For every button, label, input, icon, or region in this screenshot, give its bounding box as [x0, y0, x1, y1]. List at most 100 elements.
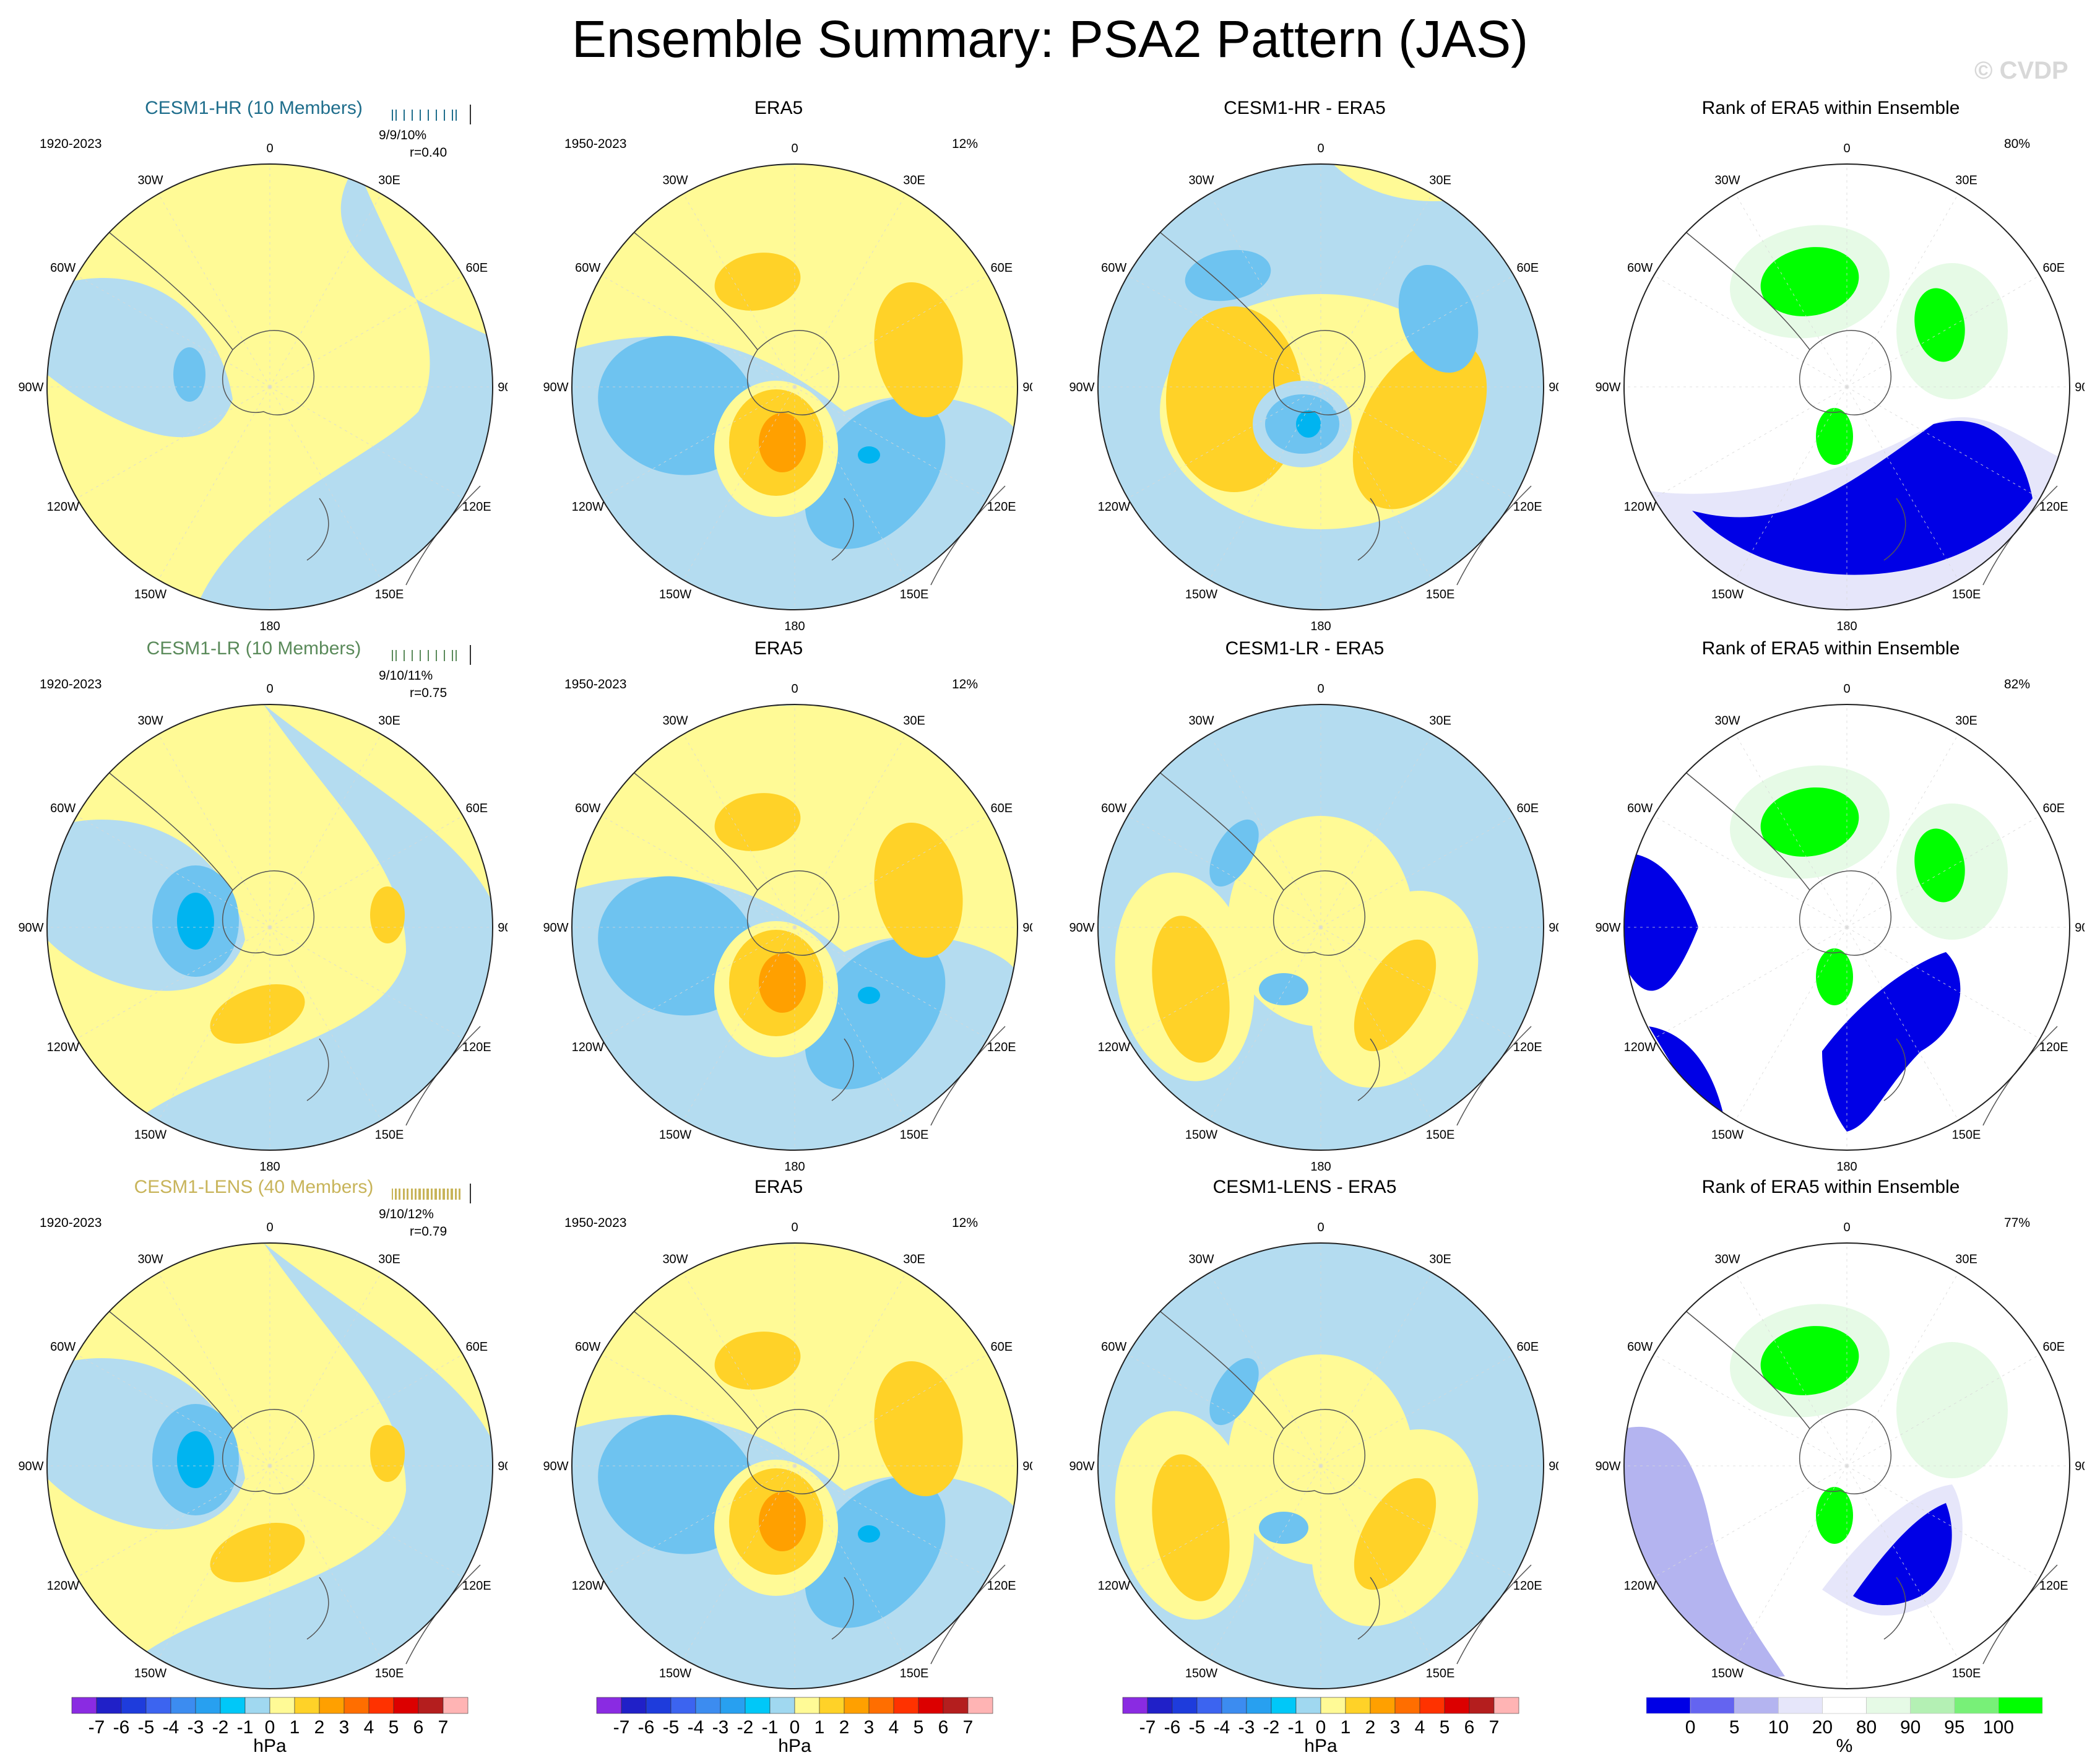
field-negative-core: [858, 446, 880, 464]
lon-label: 0: [266, 1221, 273, 1234]
ensemble-stats: 9/10/12%: [379, 1207, 434, 1221]
antarctica-outline: [222, 870, 315, 956]
lon-label: 90E: [498, 921, 508, 935]
lon-label: 150W: [134, 587, 166, 601]
panel-era5-row2: ERA5 1950-2023 12% 0 30E 60E 90E 120E 150E 180 150…: [525, 636, 1032, 1174]
lon-label: 120E: [462, 500, 491, 514]
lon-label: 150E: [900, 587, 929, 601]
lon-label: 120E: [987, 500, 1016, 514]
map-boundary: [571, 1242, 1018, 1689]
member-tick-strip: [392, 105, 471, 124]
lon-label: 90W: [1069, 921, 1094, 935]
lon-label: 90E: [1549, 921, 1558, 935]
coastline: [1159, 232, 1284, 350]
lon-label: 30W: [1188, 1253, 1214, 1267]
lon-label: 30E: [1955, 714, 1977, 728]
rank-max-region: [1816, 408, 1853, 465]
rank-min-region: [1624, 853, 1698, 991]
lon-label: 60W: [575, 1340, 600, 1354]
lon-label: 60E: [2042, 1340, 2065, 1354]
field-negative-mid: [1398, 264, 1479, 373]
meridian-line: [269, 386, 382, 580]
panel-era5-row1: ERA5 1950-2023 12% 0 30E 60E 90E 120E 150E 180 150…: [525, 96, 1032, 633]
coastline: [1159, 1310, 1284, 1429]
pattern-correlation: r=0.79: [410, 1224, 447, 1239]
lon-label: 60E: [465, 261, 488, 275]
lon-label: 120W: [1098, 500, 1130, 514]
rank-max-region: [1760, 787, 1859, 857]
lon-label: 30W: [1714, 714, 1740, 728]
lon-label: 120E: [2039, 500, 2068, 514]
field-negative-core: [1296, 410, 1321, 438]
coastline: [1357, 498, 1380, 561]
antarctica-outline: [1799, 1409, 1892, 1494]
coastline: [1883, 498, 1906, 561]
lon-label: 120E: [2039, 1041, 2068, 1054]
meridian-line: [77, 1465, 270, 1578]
lon-label: 120W: [1624, 1579, 1656, 1593]
meridian-line: [158, 386, 270, 580]
lon-label: 90W: [543, 1460, 568, 1473]
lon-label: 60E: [990, 802, 1013, 815]
lon-label: 90W: [18, 1460, 43, 1473]
polar-map: 0 30E 60E 90E 120E 150E 180 150W 120W 90W 60W 30W: [543, 142, 1032, 633]
panel-title: ERA5: [754, 1177, 803, 1197]
field-negative-mid: [1185, 249, 1271, 301]
coastline: [633, 772, 758, 891]
lon-label: 30W: [1188, 174, 1214, 188]
panel-era5-row3: ERA5 1950-2023 12% 0 30E 60E 90E 120E 150E 180 150…: [525, 1175, 1032, 1712]
coastline: [306, 498, 329, 561]
meridian-line: [794, 194, 907, 388]
lon-label: 150E: [375, 587, 404, 601]
field-positive-max: [759, 953, 806, 1013]
lon-label: 150W: [1711, 1666, 1744, 1680]
field-negative-mid: [805, 938, 946, 1089]
rank-max-region: [1914, 828, 1965, 903]
meridian-line: [683, 194, 795, 388]
lon-label: 30W: [1714, 174, 1740, 188]
field-positive-core: [714, 1332, 801, 1390]
lon-label: 0: [1843, 682, 1850, 696]
antarctica-outline: [1799, 330, 1892, 415]
meridian-line: [269, 927, 463, 1039]
year-range: 1920-2023: [40, 137, 102, 151]
antarctica-outline: [1273, 330, 1366, 415]
lon-label: 90E: [498, 381, 508, 394]
map-boundary: [1623, 1242, 2070, 1689]
lon-label: 180: [259, 620, 280, 633]
lon-label: 60E: [990, 261, 1013, 275]
field-negative-mid: [805, 398, 946, 549]
lon-label: 90W: [1069, 381, 1094, 394]
coastline: [306, 1577, 329, 1640]
lon-label: 120W: [572, 1041, 604, 1054]
pattern-correlation: r=0.75: [410, 686, 447, 700]
panel-rank-row1: Rank of ERA5 within Ensemble 80% 0 30E 60E 90…: [1577, 96, 2085, 633]
year-range: 1950-2023: [564, 677, 627, 691]
rank-min-region: [1692, 421, 2033, 575]
panel-rank-row3: Rank of ERA5 within Ensemble 77% 0 30E 60E 90…: [1577, 1175, 2085, 1712]
meridian-line: [1209, 386, 1321, 580]
panel-title: ERA5: [754, 98, 803, 118]
field-negative-region: [196, 164, 493, 610]
polar-map: 0 30E 60E 90E 120E 150E 180 150W 120W 90W 60W 30W: [1069, 142, 1558, 633]
meridian-line: [158, 194, 270, 388]
lon-label: 120W: [1098, 1041, 1130, 1054]
meridian-line: [77, 927, 270, 1039]
lon-label: 120W: [47, 500, 79, 514]
field-positive-core: [210, 1522, 305, 1583]
lon-label: 120E: [1513, 1579, 1542, 1593]
map-boundary: [46, 704, 493, 1151]
coastline: [1685, 772, 1810, 891]
antarctica-outline: [1273, 1409, 1366, 1494]
lon-label: 30W: [1714, 1253, 1740, 1267]
field-negative-core: [858, 987, 880, 1004]
lon-label: 0: [1317, 682, 1324, 696]
coastline: [1159, 772, 1284, 891]
percent-value: 80%: [2004, 137, 2031, 151]
lon-label: 90W: [543, 921, 568, 935]
panel-title: CESM1-LR - ERA5: [1225, 638, 1385, 659]
lon-label: 90E: [1022, 381, 1032, 394]
lon-label: 180: [259, 1160, 280, 1174]
coastline: [1883, 1577, 1906, 1640]
lon-label: 150E: [1952, 1666, 1981, 1680]
